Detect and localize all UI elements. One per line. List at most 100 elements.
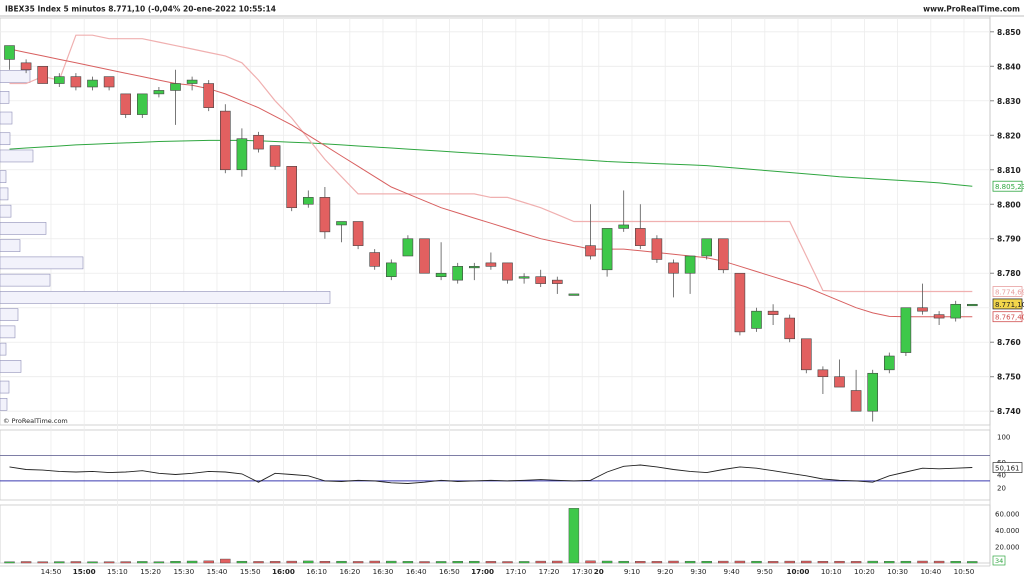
time-tick-label: 10:40 (920, 567, 941, 576)
volume-bar (585, 560, 596, 564)
time-tick-label: 10:20 (854, 567, 875, 576)
volume-profile-bar (0, 342, 7, 356)
price-tick-label: 8.840 (997, 62, 1021, 71)
volume-bar (751, 560, 762, 564)
time-tick-label: 17:00 (471, 567, 494, 576)
price-marker-box (992, 286, 1023, 297)
candle-body (668, 262, 679, 274)
candle-body (535, 276, 547, 284)
candle-body (502, 262, 513, 281)
volume-profile-bar (0, 91, 10, 104)
volume-bar (801, 560, 812, 564)
candle-body (966, 303, 978, 307)
candle-body (253, 134, 264, 150)
brand-link[interactable]: www.ProRealTime.com (923, 5, 1020, 14)
time-tick-label: 10:50 (954, 567, 975, 576)
price-tick-label: 8.740 (997, 407, 1021, 416)
candle-body (236, 138, 248, 171)
time-tick-label: 16:10 (306, 567, 327, 576)
ema-fast-line (9, 48, 973, 318)
volume-profile-bar (0, 256, 84, 270)
volume-bar (303, 560, 314, 564)
volume-bar (87, 561, 98, 564)
volume-bar (186, 560, 198, 564)
time-tick-label: 15:10 (107, 567, 128, 576)
time-tick-label: 15:30 (173, 567, 194, 576)
candle-body (186, 79, 198, 84)
volume-bar (967, 561, 978, 564)
volume-bar (933, 560, 945, 564)
volume-bar (917, 560, 928, 564)
time-tick-label: 16:20 (339, 567, 360, 576)
candle-body (701, 238, 713, 257)
volume-value-label: 34 (995, 557, 1003, 565)
time-tick-label: 15:20 (140, 567, 161, 576)
candle-body (319, 197, 331, 233)
price-tick-label: 8.760 (997, 338, 1021, 347)
volume-profile-bar (0, 360, 22, 373)
volume-profile-bar (0, 398, 8, 411)
price-axis: 8.850 8.840 8.830 8.820 8.810 8.800 8.790 8.780… (990, 28, 1024, 416)
price-marker-label: 8.767,40 (995, 314, 1024, 322)
time-tick-label: 9:30 (690, 567, 707, 576)
candle-body (352, 221, 364, 246)
volume-bar (153, 561, 165, 564)
candle-body (933, 314, 945, 319)
price-tick-label: 8.750 (997, 373, 1021, 382)
time-tick-label: 10:00 (787, 567, 810, 576)
volume-bar (269, 561, 281, 564)
ma-slow-line (9, 139, 973, 187)
osc-value-label: 50,161 (995, 465, 1020, 473)
volume-bar (518, 561, 530, 564)
volume-bar (850, 561, 862, 564)
candle-body (203, 83, 214, 108)
candle-body (651, 238, 663, 260)
candle-body (800, 338, 812, 371)
candle-body (286, 166, 298, 209)
candle-body (917, 307, 928, 312)
volume-profile-bar (0, 308, 19, 321)
candle-body (717, 238, 729, 271)
price-tick-label: 8.800 (997, 200, 1021, 209)
time-tick-label: 16:50 (439, 567, 460, 576)
volume-bar (20, 561, 32, 564)
time-tick-label: 16:30 (373, 567, 394, 576)
candle-body (883, 355, 895, 371)
volume-bar (419, 561, 430, 564)
time-tick-label: 14:50 (41, 567, 62, 576)
volume-bar (70, 561, 82, 564)
volume-profile-bar (0, 239, 21, 252)
volume-profile-bar (0, 273, 51, 287)
candle-body (220, 110, 231, 171)
volume-bar (170, 561, 181, 564)
volume-bar (485, 561, 497, 564)
volume-bar (220, 558, 231, 564)
volume-bar (319, 561, 331, 564)
volume-bar (4, 561, 15, 564)
candle-body (336, 221, 347, 226)
time-axis: 14:50 15:00 15:10 15:20 15:30 15:40 15:50 16:00… (0, 565, 990, 576)
volume-bar (120, 561, 131, 564)
osc-tick-label: 100 (997, 433, 1010, 441)
candle-body (120, 93, 131, 115)
volume-profile-bar (0, 291, 331, 304)
price-tick-label: 8.790 (997, 235, 1021, 244)
volume-bar (817, 561, 829, 564)
volume-bar (435, 561, 447, 564)
volume-bar (535, 560, 546, 564)
time-tick-label: 9:40 (724, 567, 741, 576)
volume-bar (203, 560, 214, 564)
candle-body (53, 76, 65, 84)
time-tick-label: 10:10 (821, 567, 842, 576)
candle-body (419, 238, 430, 274)
oscillator-panel: 10060402050,161 (0, 433, 1023, 492)
volume-bar (137, 561, 148, 564)
candles (4, 45, 978, 422)
volume-bar (884, 561, 895, 564)
candle-body (618, 224, 630, 229)
candle-body (302, 197, 314, 205)
candle-body (452, 266, 464, 281)
volume-bar (734, 560, 746, 564)
volume-profile-bar (0, 380, 10, 394)
